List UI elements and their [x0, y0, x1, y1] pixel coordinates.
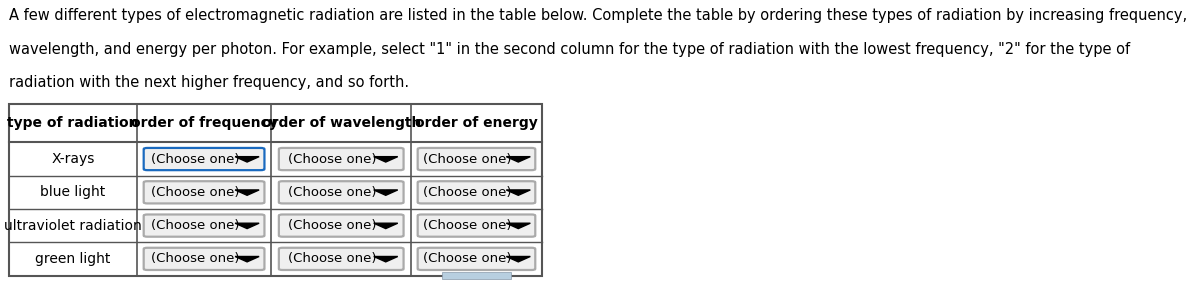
Text: radiation with the next higher frequency, and so forth.: radiation with the next higher frequency…	[10, 75, 409, 90]
Polygon shape	[506, 257, 530, 262]
Text: (Choose one): (Choose one)	[288, 219, 376, 232]
Text: type of radiation: type of radiation	[7, 116, 139, 130]
Text: (Choose one): (Choose one)	[424, 219, 512, 232]
Bar	[10, 104, 542, 276]
Text: (Choose one): (Choose one)	[288, 153, 376, 166]
Text: (Choose one): (Choose one)	[424, 186, 512, 199]
Text: (Choose one): (Choose one)	[424, 252, 512, 265]
Text: ultraviolet radiation: ultraviolet radiation	[4, 219, 142, 233]
Text: A few different types of electromagnetic radiation are listed in the table below: A few different types of electromagnetic…	[10, 8, 1188, 23]
Polygon shape	[506, 223, 530, 229]
Text: X-rays: X-rays	[52, 152, 95, 166]
Text: order of frequency: order of frequency	[131, 116, 277, 130]
FancyBboxPatch shape	[278, 181, 403, 203]
Text: green light: green light	[35, 252, 110, 266]
Text: (Choose one): (Choose one)	[151, 219, 239, 232]
FancyBboxPatch shape	[418, 215, 535, 237]
FancyBboxPatch shape	[278, 215, 403, 237]
Text: (Choose one): (Choose one)	[151, 252, 239, 265]
Polygon shape	[235, 157, 259, 162]
FancyBboxPatch shape	[144, 148, 264, 170]
Polygon shape	[373, 223, 397, 229]
Polygon shape	[373, 157, 397, 162]
Text: blue light: blue light	[41, 185, 106, 199]
Polygon shape	[235, 257, 259, 262]
FancyBboxPatch shape	[144, 248, 264, 270]
Polygon shape	[235, 223, 259, 229]
FancyBboxPatch shape	[418, 248, 535, 270]
Text: (Choose one): (Choose one)	[288, 186, 376, 199]
FancyBboxPatch shape	[144, 215, 264, 237]
Bar	[443, 272, 510, 279]
Text: order of energy: order of energy	[415, 116, 538, 130]
Polygon shape	[373, 190, 397, 195]
Polygon shape	[235, 190, 259, 195]
Text: (Choose one): (Choose one)	[151, 186, 239, 199]
Text: (Choose one): (Choose one)	[288, 252, 376, 265]
FancyBboxPatch shape	[418, 181, 535, 203]
FancyBboxPatch shape	[144, 181, 264, 203]
Text: order of wavelength: order of wavelength	[262, 116, 421, 130]
Text: wavelength, and energy per photon. For example, select "1" in the second column : wavelength, and energy per photon. For e…	[10, 42, 1130, 57]
FancyBboxPatch shape	[278, 148, 403, 170]
FancyBboxPatch shape	[418, 148, 535, 170]
Text: (Choose one): (Choose one)	[151, 153, 239, 166]
Polygon shape	[506, 190, 530, 195]
Polygon shape	[373, 257, 397, 262]
FancyBboxPatch shape	[278, 248, 403, 270]
Polygon shape	[506, 157, 530, 162]
Text: (Choose one): (Choose one)	[424, 153, 512, 166]
